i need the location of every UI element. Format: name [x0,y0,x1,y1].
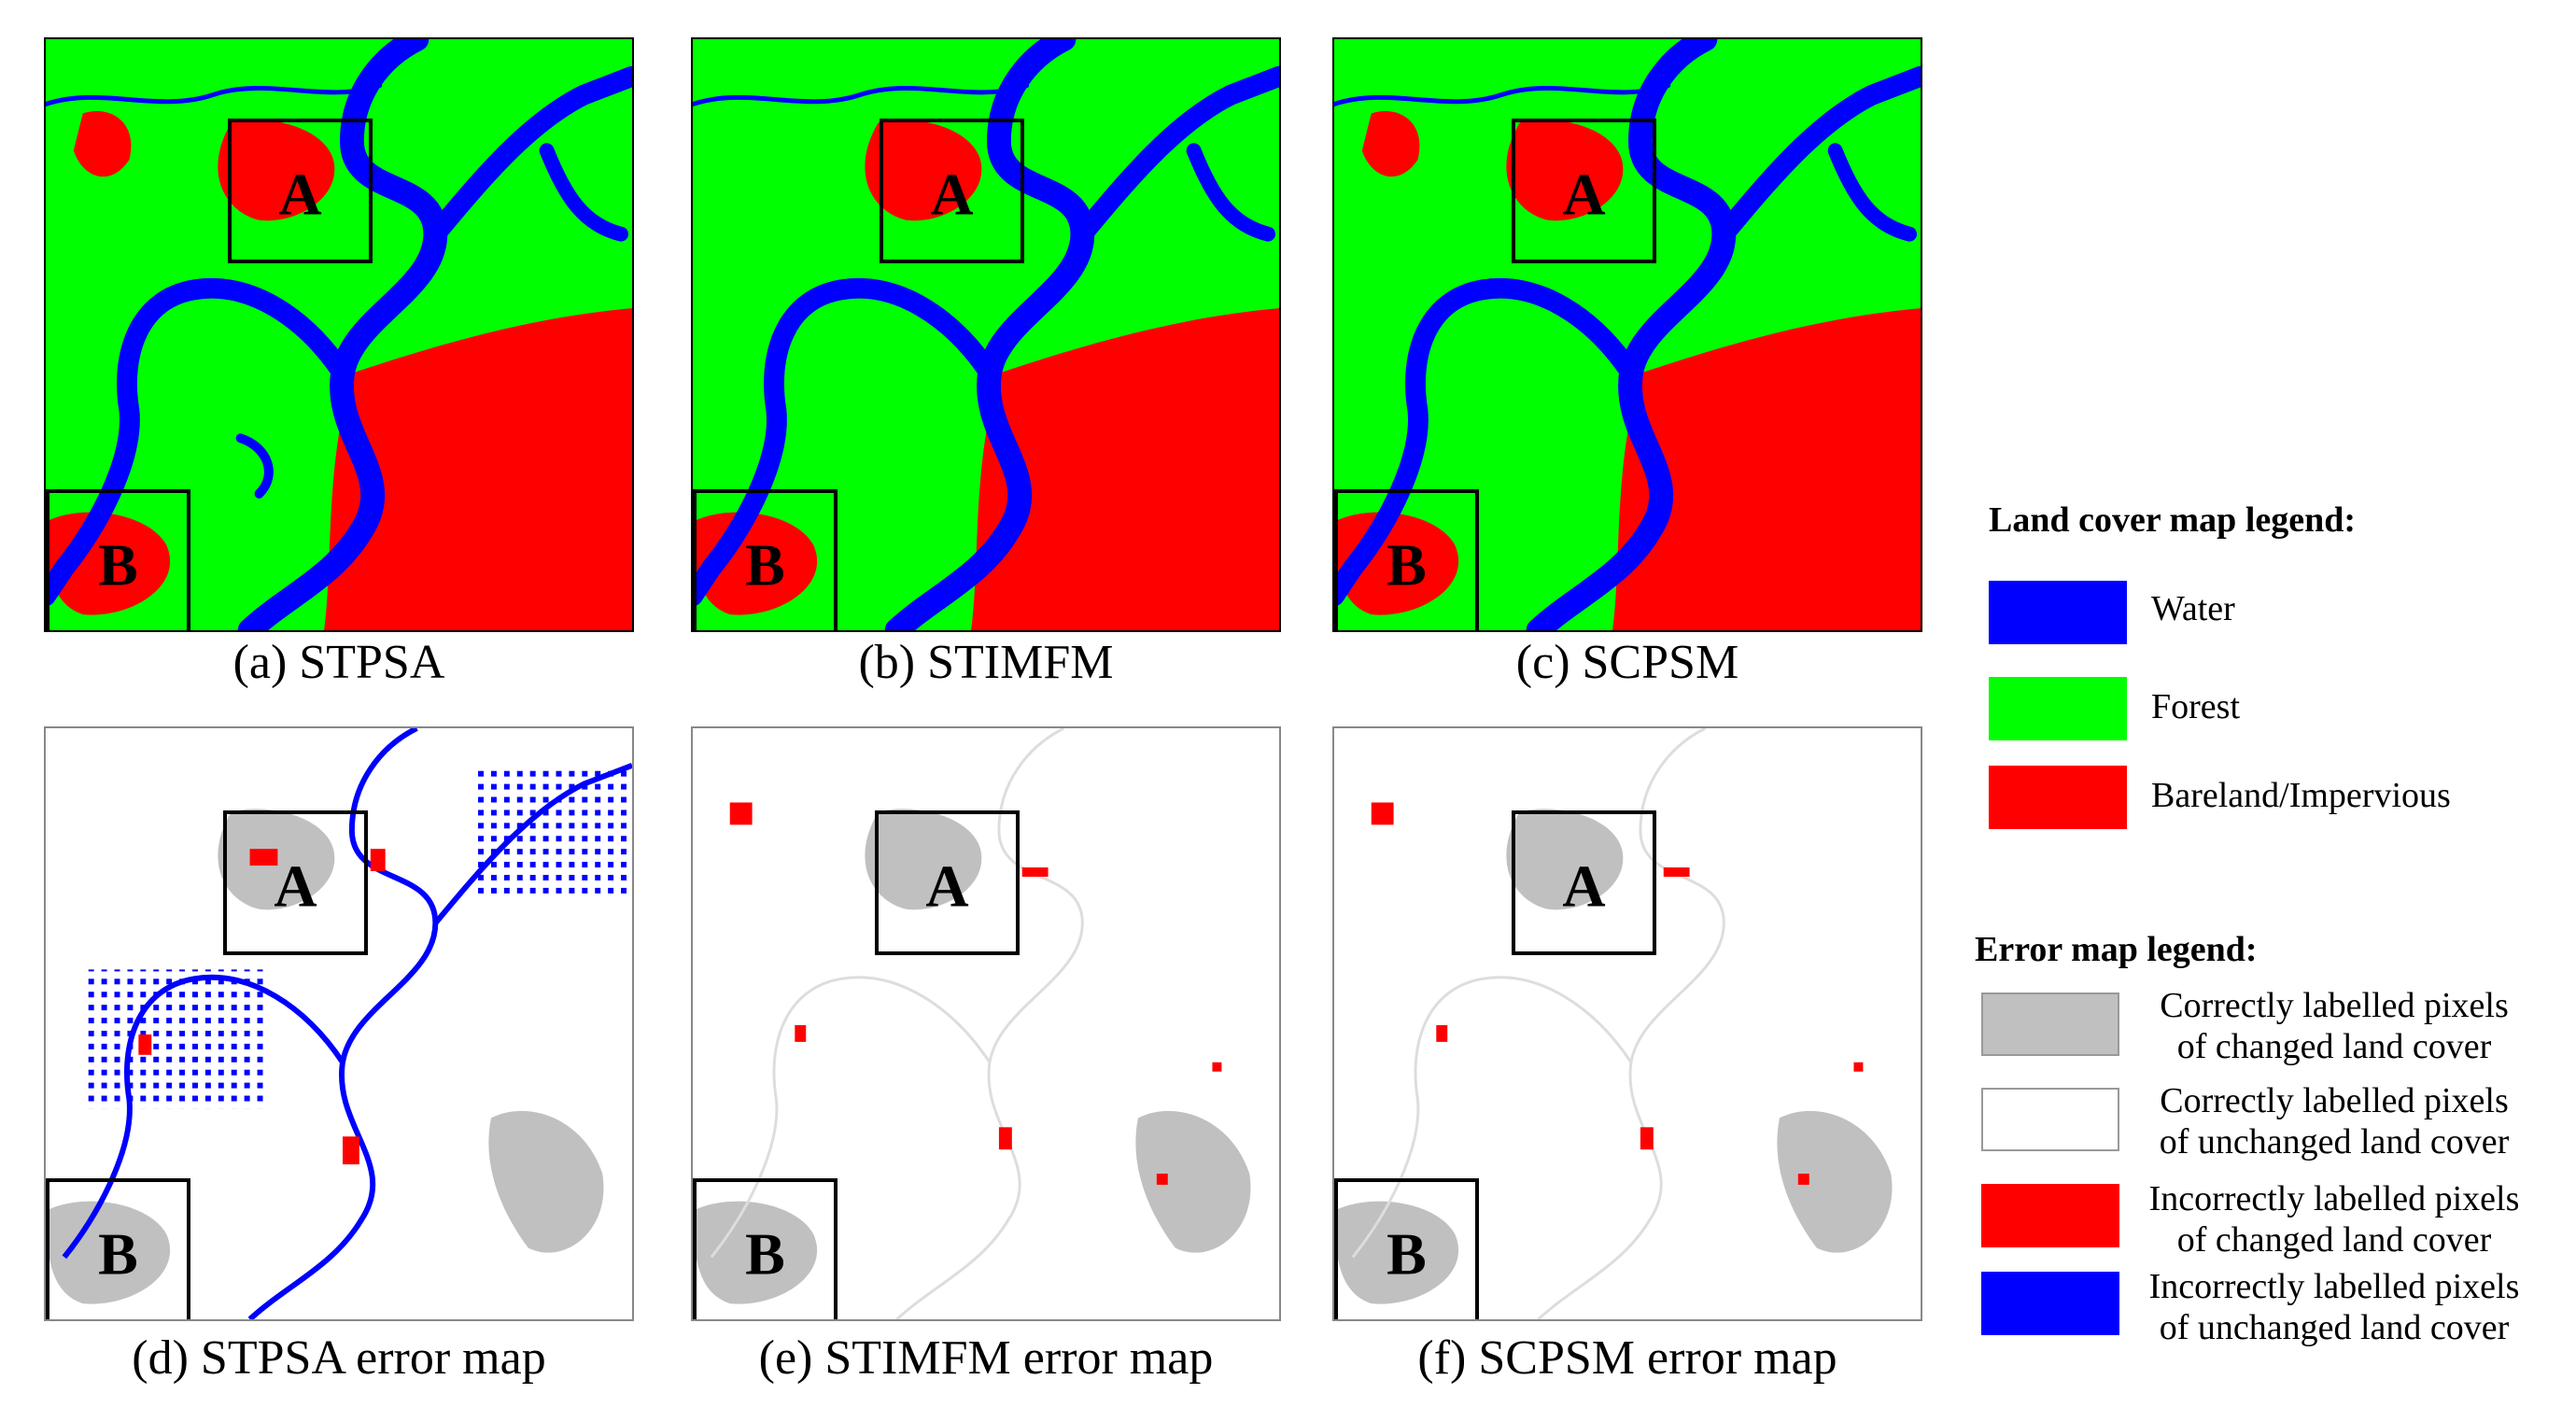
region-box-a: A [880,119,1024,263]
region-box-b: B [693,489,838,630]
region-label-b: B [745,1220,785,1288]
region-box-a: A [875,810,1020,955]
legend-label-correct-unchanged: Correctly labelled pixels of unchanged l… [2129,1080,2540,1162]
error-legend-title: Error map legend: [1975,930,2258,969]
caption-b: (b) STIMFM [858,636,1114,689]
legend-line: of unchanged land cover [2159,1308,2510,1347]
legend-label-incorrect-changed: Incorrectly labelled pixels of changed l… [2129,1178,2540,1260]
region-label-a: A [925,852,969,920]
caption-f: (f) SCPSM error map [1417,1331,1837,1385]
legend-swatch-bareland [1989,766,2127,829]
map-panel-b: A B [691,37,1281,632]
landcover-map-c [1334,39,1921,630]
legend-swatch-incorrect-changed [1981,1184,2119,1247]
legend-label-bareland: Bareland/Impervious [2151,776,2451,815]
caption-a: (a) STPSA [232,636,445,689]
error-panel-e: A B [691,726,1281,1321]
region-label-b: B [1387,531,1427,598]
legend-label-forest: Forest [2151,687,2240,726]
legend-label-correct-changed: Correctly labelled pixels of changed lan… [2129,985,2540,1067]
error-panel-d: A B [44,726,634,1321]
region-box-a: A [228,119,373,263]
region-label-a: A [278,161,322,228]
region-box-a: A [1512,119,1656,263]
region-box-b: B [46,489,190,630]
legend-line: Incorrectly labelled pixels [2148,1267,2520,1306]
region-label-b: B [745,531,785,598]
caption-d: (d) STPSA error map [132,1331,546,1385]
legend-line: of changed land cover [2176,1027,2492,1066]
map-panel-a: A B [44,37,634,632]
error-map-f [1334,728,1921,1319]
legend-swatch-water [1989,581,2127,644]
legend-line: of unchanged land cover [2159,1122,2510,1162]
legend-line: Correctly labelled pixels [2160,986,2509,1025]
region-label-b: B [98,531,138,598]
region-box-a: A [223,810,368,955]
caption-e: (e) STIMFM error map [758,1331,1214,1385]
legend-swatch-correct-changed [1981,993,2119,1056]
legend-line: Incorrectly labelled pixels [2148,1179,2520,1218]
legend-label-incorrect-unchanged: Incorrectly labelled pixels of unchanged… [2129,1266,2540,1348]
region-box-b: B [693,1178,838,1319]
region-box-b: B [46,1178,190,1319]
land-legend-title: Land cover map legend: [1989,500,2357,540]
legend-line: Correctly labelled pixels [2160,1081,2509,1120]
region-label-a: A [1562,161,1606,228]
region-box-b: B [1334,489,1479,630]
error-panel-f: A B [1332,726,1922,1321]
region-label-a: A [274,852,317,920]
legend-swatch-incorrect-unchanged [1981,1272,2119,1335]
caption-c: (c) SCPSM [1515,636,1739,689]
legend-label-water: Water [2151,589,2235,628]
region-label-a: A [930,161,974,228]
landcover-map-a [46,39,632,630]
landcover-map-b [693,39,1279,630]
region-label-b: B [98,1220,138,1288]
map-panel-c: A B [1332,37,1922,632]
error-map-d [46,728,632,1319]
legend-swatch-forest [1989,677,2127,740]
legend-line: of changed land cover [2176,1220,2492,1260]
region-label-b: B [1387,1220,1427,1288]
region-box-a: A [1512,810,1656,955]
error-map-e [693,728,1279,1319]
region-box-b: B [1334,1178,1479,1319]
legend-swatch-correct-unchanged [1981,1088,2119,1151]
region-label-a: A [1562,852,1606,920]
